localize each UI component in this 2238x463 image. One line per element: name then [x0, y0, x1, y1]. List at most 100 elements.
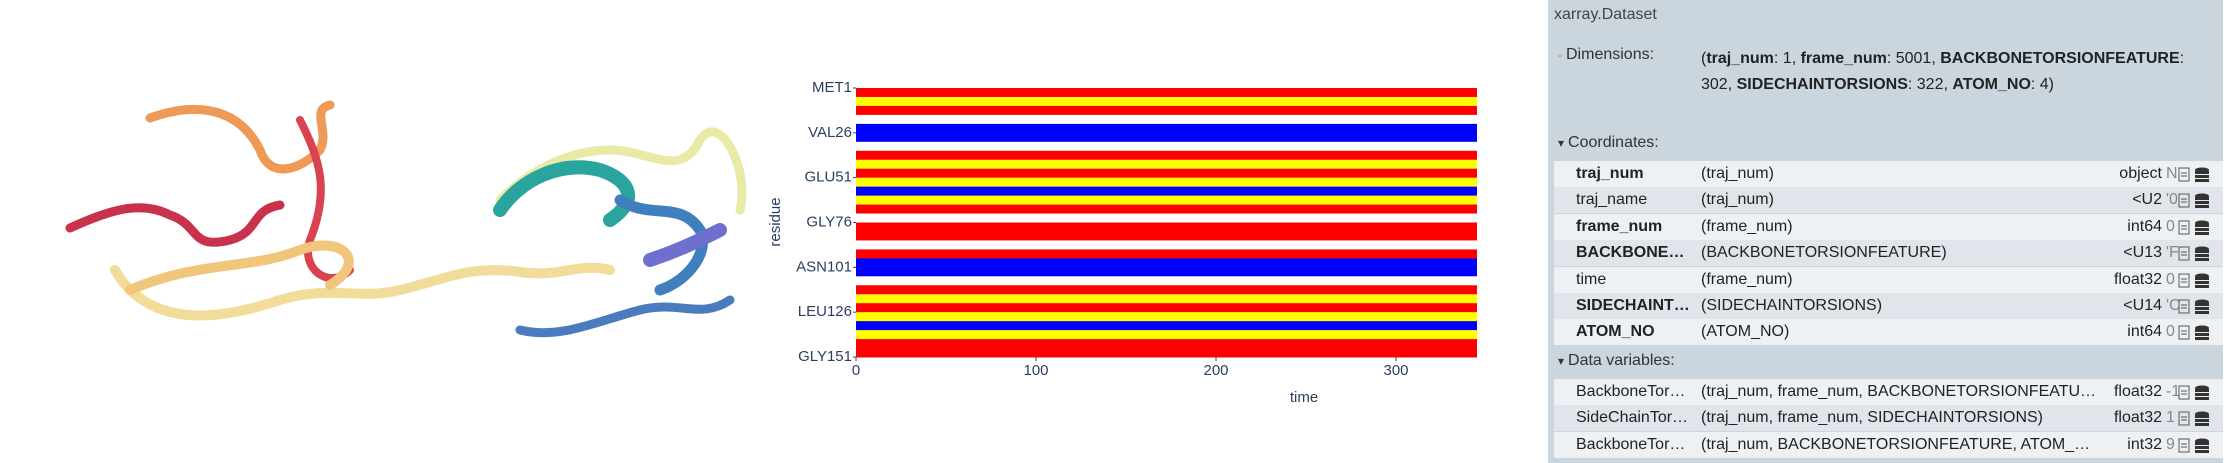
variable-icons[interactable] — [2178, 219, 2212, 245]
heatmap-band — [856, 168, 1477, 179]
heatmap-band — [856, 141, 1477, 152]
x-axis-label: time — [1290, 389, 1318, 406]
variable-dims: (frame_num) — [1701, 217, 1793, 235]
y-tick-label: GLY151 — [798, 348, 852, 365]
dimension-text: : 4) — [2030, 76, 2055, 93]
variable-dims: (SIDECHAINTORSIONS) — [1701, 297, 1883, 314]
dimension-text: : 5001, — [1886, 50, 1941, 67]
heatmap-band — [856, 267, 1477, 277]
variable-dims: (traj_num) — [1701, 191, 1774, 209]
variable-dtype: <U14 — [2123, 297, 2162, 314]
heatmap-band — [856, 204, 1477, 215]
variable-preview: 0 — [2166, 270, 2175, 288]
heatmap-band — [856, 150, 1477, 161]
variable-row: SIDECHAINT… (SIDECHAINTORSIONS) <U14 'C — [1554, 293, 2223, 319]
variable-preview: 'C — [2166, 297, 2181, 314]
variable-preview: -1 — [2166, 383, 2181, 400]
variable-preview: 0 — [2166, 323, 2175, 341]
variable-row: BACKBONE… (BACKBONETORSIONFEATURE) <U13 'F — [1554, 240, 2223, 267]
dataset-repr: xarray.Dataset Dimensions: (traj_num: 1,… — [1548, 0, 2223, 463]
variable-preview: 1 — [2166, 409, 2175, 427]
heatmap-band — [856, 105, 1477, 116]
dimension-text: BACKBONETORSIONFEATURE — [1940, 50, 2180, 67]
heatmap-band — [856, 186, 1477, 197]
variable-icons[interactable] — [2178, 437, 2212, 463]
variable-row: traj_num (traj_num) object N — [1554, 161, 2223, 187]
variable-name: traj_num — [1576, 165, 1644, 182]
variable-row: BackboneTor… (traj_num, frame_num, BACKBO… — [1554, 379, 2223, 405]
variable-name: SIDECHAINT… — [1576, 297, 1690, 314]
variable-preview: 0 — [2166, 217, 2175, 235]
variable-icons[interactable] — [2178, 166, 2212, 192]
heatmap-band — [856, 294, 1477, 304]
heatmap-band — [856, 88, 1477, 98]
heatmap-band — [856, 303, 1477, 313]
variable-icons[interactable] — [2178, 384, 2212, 410]
heatmap-band — [856, 276, 1477, 286]
variable-icons[interactable] — [2178, 192, 2212, 218]
section-header[interactable]: Dimensions: — [1558, 46, 1654, 64]
variable-dtype: float32 — [2113, 383, 2162, 400]
dimension-text: frame_num — [1800, 50, 1887, 67]
ribbon — [110, 262, 615, 321]
ribbon — [296, 116, 354, 282]
section-header[interactable]: Data variables: — [1558, 352, 1675, 370]
dimension-text: ( — [1701, 50, 1707, 67]
figure: time residue 0 100 200 300 MET1 VAL26 GLU51 GLY… — [65, 79, 1477, 406]
variable-name: ATOM_NO — [1576, 323, 1655, 341]
variable-row: BackboneTor… (traj_num, BACKBONETORSIONFE… — [1554, 431, 2223, 458]
variable-dtype: <U13 — [2123, 244, 2162, 262]
ribbon — [643, 223, 727, 267]
variable-preview: 'F — [2166, 244, 2179, 262]
y-tick-label: MET1 — [812, 79, 852, 96]
variable-row: SideChainTor… (traj_num, frame_num, SIDEC… — [1554, 405, 2223, 432]
variable-name: BackboneTor… — [1576, 435, 1686, 453]
heatmap-band — [856, 132, 1477, 143]
heatmap-band — [856, 159, 1477, 170]
dimension-text: : 302, — [1701, 50, 2185, 93]
y-tick-label: GLU51 — [804, 169, 852, 186]
heatmap-band — [856, 114, 1477, 125]
dimension-text: : 322, — [1907, 76, 1953, 93]
heatmap-band — [856, 330, 1477, 340]
section-header[interactable]: Coordinates: — [1558, 134, 1659, 152]
variable-name: frame_num — [1576, 217, 1663, 235]
variable-icons[interactable] — [2178, 298, 2212, 324]
y-tick-label: GLY76 — [806, 213, 852, 230]
heatmap-band — [856, 177, 1477, 188]
variable-dims: (traj_num, frame_num, BACKBONETORSIONFEA… — [1701, 383, 2097, 400]
heatmap-band — [856, 348, 1477, 358]
variable-icons[interactable] — [2178, 245, 2212, 271]
variable-dtype: float32 — [2113, 270, 2162, 288]
variable-icons[interactable] — [2178, 272, 2212, 298]
y-tick-label: LEU126 — [798, 303, 852, 320]
heatmap-band — [856, 285, 1477, 295]
variable-row: traj_name (traj_num) <U2'0 — [1554, 187, 2223, 214]
variable-dims: (ATOM_NO) — [1701, 323, 1790, 341]
ribbon — [493, 160, 636, 227]
dimension-text: traj_num — [1706, 50, 1774, 67]
variable-icons[interactable] — [2178, 410, 2212, 436]
ribbon — [495, 127, 747, 215]
variable-row: frame_num (frame_num) int64 0 — [1554, 213, 2223, 240]
variable-dtype: <U2 — [2132, 191, 2162, 209]
heatmap-band — [856, 222, 1477, 232]
variable-row: ATOM_NO (ATOM_NO) int64 0 — [1554, 319, 2223, 346]
heatmap-band — [856, 213, 1477, 223]
heatmap-band — [856, 231, 1477, 241]
variable-name: BackboneTor… — [1576, 383, 1686, 400]
variable-preview: N — [2166, 165, 2178, 182]
heatmap-band — [856, 195, 1477, 206]
heatmap-band — [856, 258, 1477, 268]
variable-name: SideChainTor… — [1576, 409, 1689, 427]
heatmap-band — [856, 240, 1477, 250]
y-tick-label: VAL26 — [808, 124, 852, 141]
variable-dtype: int64 — [2127, 323, 2162, 341]
heatmap-band — [856, 96, 1477, 107]
variable-dtype: object — [2119, 165, 2162, 182]
variable-dims: (traj_num) — [1701, 165, 1774, 182]
variable-icons[interactable] — [2178, 324, 2212, 350]
dataset-title: xarray.Dataset — [1554, 6, 1657, 23]
dimension-text: ATOM_NO — [1952, 76, 2031, 93]
x-tick-label: 200 — [1203, 362, 1228, 379]
